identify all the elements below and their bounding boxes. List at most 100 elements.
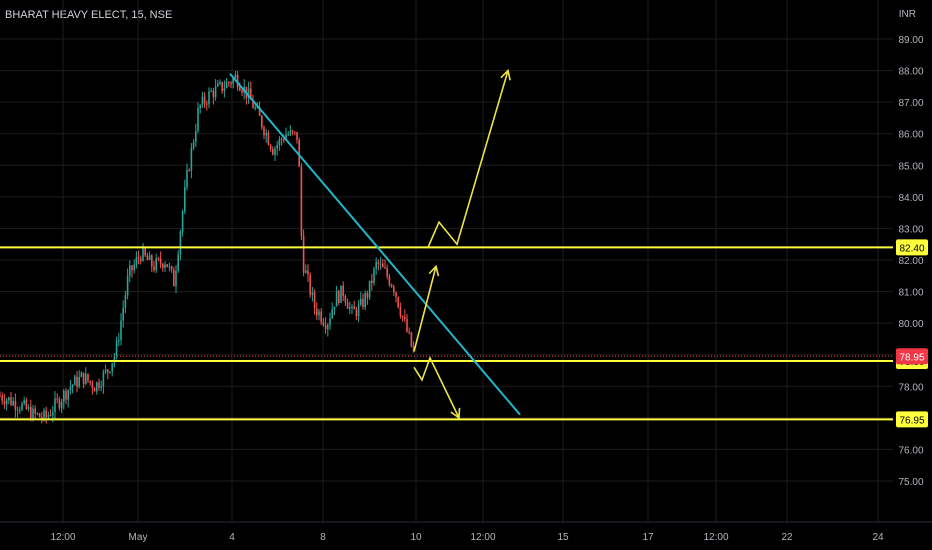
candle-body bbox=[201, 96, 204, 106]
candle-body bbox=[192, 141, 195, 148]
candle-body bbox=[98, 382, 100, 388]
x-tick-label: 8 bbox=[320, 532, 326, 543]
candle-body bbox=[318, 311, 320, 316]
candle-body bbox=[412, 346, 415, 352]
candle-body bbox=[38, 413, 41, 418]
candle-body bbox=[45, 410, 47, 418]
candle-body bbox=[274, 148, 276, 155]
y-tick-label: 87.00 bbox=[898, 98, 923, 109]
candle-body bbox=[316, 308, 318, 316]
candle-body bbox=[313, 292, 316, 309]
candle-body bbox=[344, 296, 347, 303]
candle-body bbox=[327, 324, 329, 330]
candle-body bbox=[133, 264, 135, 271]
candle-body bbox=[254, 107, 256, 109]
bullish-arrow-up bbox=[427, 68, 511, 248]
candle-body bbox=[261, 115, 263, 128]
candle-body bbox=[214, 86, 217, 98]
candle-body bbox=[393, 286, 395, 293]
x-tick-label: 15 bbox=[557, 532, 569, 543]
x-tick-label: 12:00 bbox=[470, 532, 495, 543]
candle-body bbox=[56, 398, 58, 400]
candle-body bbox=[210, 90, 212, 92]
candle-body bbox=[25, 400, 28, 409]
candle-body bbox=[338, 291, 340, 303]
x-tick-label: 12:00 bbox=[50, 532, 75, 543]
candle-body bbox=[263, 127, 265, 136]
level-badge-label: 82.40 bbox=[899, 243, 924, 254]
candle-body bbox=[353, 306, 355, 310]
candle-body bbox=[283, 139, 285, 141]
x-tick-label: 10 bbox=[410, 532, 422, 543]
candle-body bbox=[410, 332, 413, 347]
candle-body bbox=[208, 91, 210, 105]
candle-body bbox=[203, 96, 206, 104]
candle-body bbox=[43, 410, 45, 419]
candle-body bbox=[340, 285, 342, 303]
candle-body bbox=[291, 130, 294, 132]
candle-body bbox=[142, 248, 144, 261]
candle-body bbox=[258, 107, 261, 116]
candle-body bbox=[373, 268, 375, 284]
candle-body bbox=[93, 388, 96, 392]
x-tick-label: 12:00 bbox=[703, 532, 728, 543]
candle-body bbox=[85, 373, 87, 385]
arrow-path bbox=[413, 355, 460, 419]
candle-body bbox=[16, 409, 19, 411]
candle-body bbox=[173, 269, 175, 287]
candle-body bbox=[305, 270, 307, 273]
candle-body bbox=[23, 400, 25, 404]
candle-body bbox=[351, 306, 353, 308]
candle-body bbox=[225, 82, 228, 89]
candle-body bbox=[219, 82, 221, 84]
candle-body bbox=[289, 130, 292, 135]
candle-body bbox=[399, 307, 402, 317]
candle-body bbox=[87, 373, 89, 381]
candle-body bbox=[349, 307, 351, 309]
drawings bbox=[229, 68, 521, 420]
candle-body bbox=[129, 265, 131, 276]
candle-body bbox=[285, 134, 287, 140]
candle-body bbox=[111, 363, 113, 372]
candle-body bbox=[71, 385, 74, 387]
candle-body bbox=[228, 82, 230, 84]
candle-body bbox=[1, 395, 3, 401]
candle-body bbox=[27, 406, 30, 409]
candle-body bbox=[78, 377, 80, 387]
candle-body bbox=[331, 309, 333, 319]
candle-body bbox=[153, 266, 155, 271]
candle-body bbox=[118, 339, 120, 341]
candle-body bbox=[65, 390, 67, 400]
candle-body bbox=[247, 88, 250, 99]
candle-body bbox=[278, 138, 281, 146]
y-tick-label: 81.00 bbox=[898, 288, 923, 299]
candle-body bbox=[322, 322, 325, 325]
candle-body bbox=[69, 386, 72, 390]
candle-body bbox=[175, 270, 177, 287]
candle-body bbox=[276, 145, 278, 149]
candle-body bbox=[256, 107, 259, 109]
candle-body bbox=[36, 413, 39, 415]
candle-body bbox=[91, 382, 94, 389]
arrow-path bbox=[413, 266, 437, 352]
time-axis: 12:00 May 4 8 10 12:00 15 17 12:00 22 24 bbox=[50, 532, 884, 543]
candle-body bbox=[236, 74, 239, 88]
candle-body bbox=[3, 400, 6, 405]
candle-body bbox=[159, 258, 162, 264]
candle-body bbox=[379, 263, 382, 265]
candle-body bbox=[146, 255, 149, 260]
candle-body bbox=[34, 408, 36, 414]
y-tick-label: 88.00 bbox=[898, 67, 923, 78]
candle-body bbox=[223, 88, 226, 92]
candle-body bbox=[355, 309, 358, 317]
candle-body bbox=[76, 376, 78, 387]
candle-body bbox=[384, 267, 386, 269]
arrow-path bbox=[427, 70, 509, 248]
current-price-label: 78.95 bbox=[899, 352, 924, 363]
level-badge bbox=[896, 411, 928, 428]
candle-body bbox=[100, 386, 102, 388]
candle-body bbox=[320, 311, 322, 323]
candle-body bbox=[107, 369, 109, 373]
candle-body bbox=[0, 395, 1, 397]
